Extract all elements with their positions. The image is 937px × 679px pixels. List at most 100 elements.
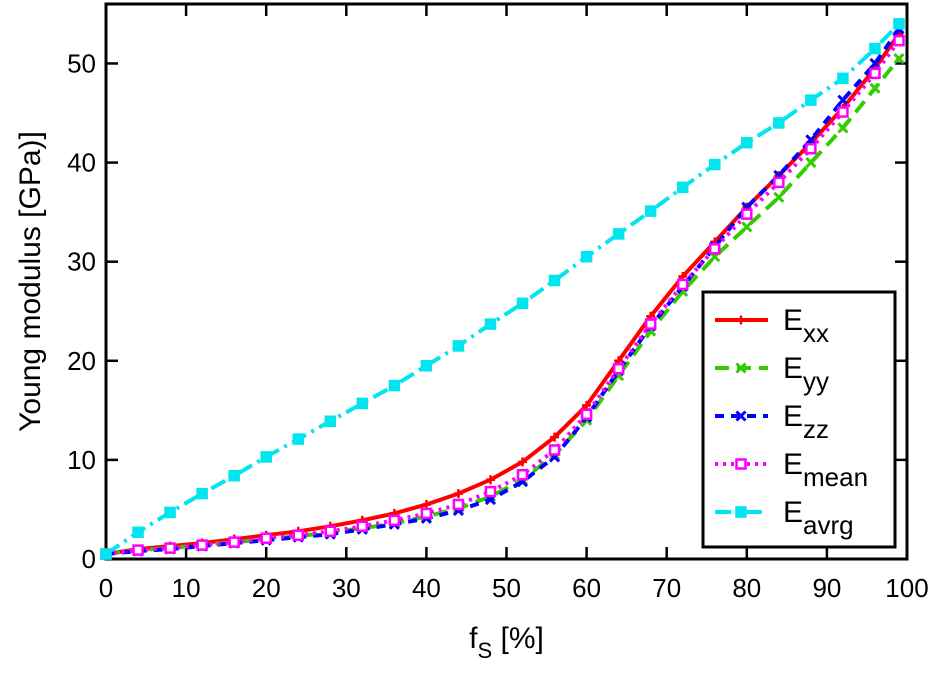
data-point-mean <box>869 67 881 80</box>
data-point-mean <box>324 525 337 537</box>
data-point-zz <box>805 134 817 146</box>
data-point-avrg <box>484 318 497 330</box>
series-avrg <box>100 18 905 560</box>
y-tick-label: 0 <box>82 544 96 574</box>
legend-label-sub: avrg <box>803 510 854 540</box>
y-tick-label: 30 <box>67 247 96 277</box>
data-point-avrg <box>420 359 433 372</box>
y-axis-label: Young modulus [GPa)] <box>14 131 47 432</box>
data-point-mean <box>452 498 465 511</box>
legend-label-zz: Ezz <box>783 400 829 444</box>
data-point-avrg <box>292 433 304 445</box>
data-point-mean <box>196 539 208 551</box>
data-point-xx <box>421 499 431 509</box>
y-tick-label: 40 <box>67 148 96 178</box>
data-point-yy <box>741 221 753 233</box>
x-tick-label: 20 <box>252 573 281 603</box>
legend-label-main: E <box>783 448 803 481</box>
data-point-xx <box>550 432 560 442</box>
axes: 0 10 20 30 40 50 60 70 80 90 100 0 10 20 30 40 50 fS [%] Y… <box>14 2 929 663</box>
data-point-yy <box>837 122 849 134</box>
data-point-mean <box>484 485 497 498</box>
x-tick-label: 0 <box>99 573 113 603</box>
data-point-mean <box>644 318 657 330</box>
data-point-avrg <box>580 250 593 263</box>
data-point-mean <box>676 278 689 291</box>
series-layer <box>100 18 905 560</box>
data-point-mean <box>837 106 849 118</box>
data-point-avrg <box>893 18 905 30</box>
data-point-mean <box>260 532 272 544</box>
data-point-avrg <box>548 274 561 287</box>
data-point-mean <box>893 34 905 47</box>
data-point-mean <box>548 444 561 456</box>
x-tick-label: 70 <box>652 573 681 603</box>
data-point-mean <box>741 208 753 220</box>
legend-label-sub: yy <box>803 366 829 396</box>
legend-marker-yy <box>735 362 747 374</box>
x-tick-label: 90 <box>812 573 841 603</box>
x-axis-label-sub: S <box>477 638 492 663</box>
data-point-avrg <box>741 137 753 149</box>
x-tick-label: 30 <box>332 573 361 603</box>
data-point-mean <box>805 142 817 155</box>
legend-entry-avrg: Eavrg <box>715 496 854 540</box>
legend-entry-yy: Eyy <box>715 352 829 396</box>
x-tick-label: 80 <box>732 573 761 603</box>
legend-label-main: E <box>783 400 803 433</box>
data-point-mean <box>388 514 401 527</box>
x-axis-label: fS [%] <box>469 622 544 663</box>
legend-label-mean: Emean <box>783 448 868 492</box>
legend-marker-xx <box>736 315 746 325</box>
x-axis-label-main: f <box>469 622 478 655</box>
data-point-xx <box>453 489 463 499</box>
data-point-mean <box>292 529 304 541</box>
data-point-avrg <box>709 158 721 171</box>
data-point-avrg <box>837 72 849 85</box>
legend-box <box>701 290 897 549</box>
data-point-mean <box>709 243 721 255</box>
data-point-yy <box>773 191 785 203</box>
x-tick-label: 100 <box>885 573 928 603</box>
data-point-xx <box>582 400 592 410</box>
series-mean <box>100 34 905 560</box>
data-point-yy <box>869 82 881 94</box>
data-point-avrg <box>324 415 337 427</box>
data-point-avrg <box>676 181 689 194</box>
x-tick-label: 60 <box>572 573 601 603</box>
data-point-mean <box>612 362 625 375</box>
data-point-xx <box>518 457 528 467</box>
data-point-avrg <box>452 340 465 352</box>
legend-label-xx: Exx <box>783 304 829 348</box>
data-point-avrg <box>773 117 785 129</box>
data-point-mean <box>228 536 240 548</box>
data-point-avrg <box>228 470 240 482</box>
legend-label-sub: zz <box>803 414 829 444</box>
data-point-avrg <box>100 548 112 560</box>
data-point-avrg <box>260 451 272 463</box>
data-point-mean <box>356 520 369 533</box>
data-point-avrg <box>516 297 529 310</box>
data-point-avrg <box>356 397 369 410</box>
data-point-avrg <box>196 487 208 500</box>
legend-entry-zz: Ezz <box>715 400 829 444</box>
legend-label-main: E <box>783 352 803 385</box>
data-point-xx <box>485 475 495 485</box>
data-point-avrg <box>612 228 625 240</box>
data-point-avrg <box>132 526 144 538</box>
data-point-avrg <box>869 42 881 55</box>
y-tick-label: 50 <box>67 48 96 78</box>
legend-label-avrg: Eavrg <box>783 496 854 540</box>
legend-label-sub: mean <box>803 462 868 492</box>
data-point-mean <box>516 469 529 481</box>
y-tick-label: 20 <box>67 346 96 376</box>
legend-label-main: E <box>783 496 803 529</box>
legend-entry-xx: Exx <box>715 304 829 348</box>
legend-label-sub: xx <box>803 318 829 348</box>
x-axis-label-suffix: [%] <box>492 622 544 655</box>
data-point-avrg <box>388 379 401 392</box>
y-tick-label: 10 <box>67 445 96 475</box>
legend-marker-avrg <box>735 506 747 518</box>
